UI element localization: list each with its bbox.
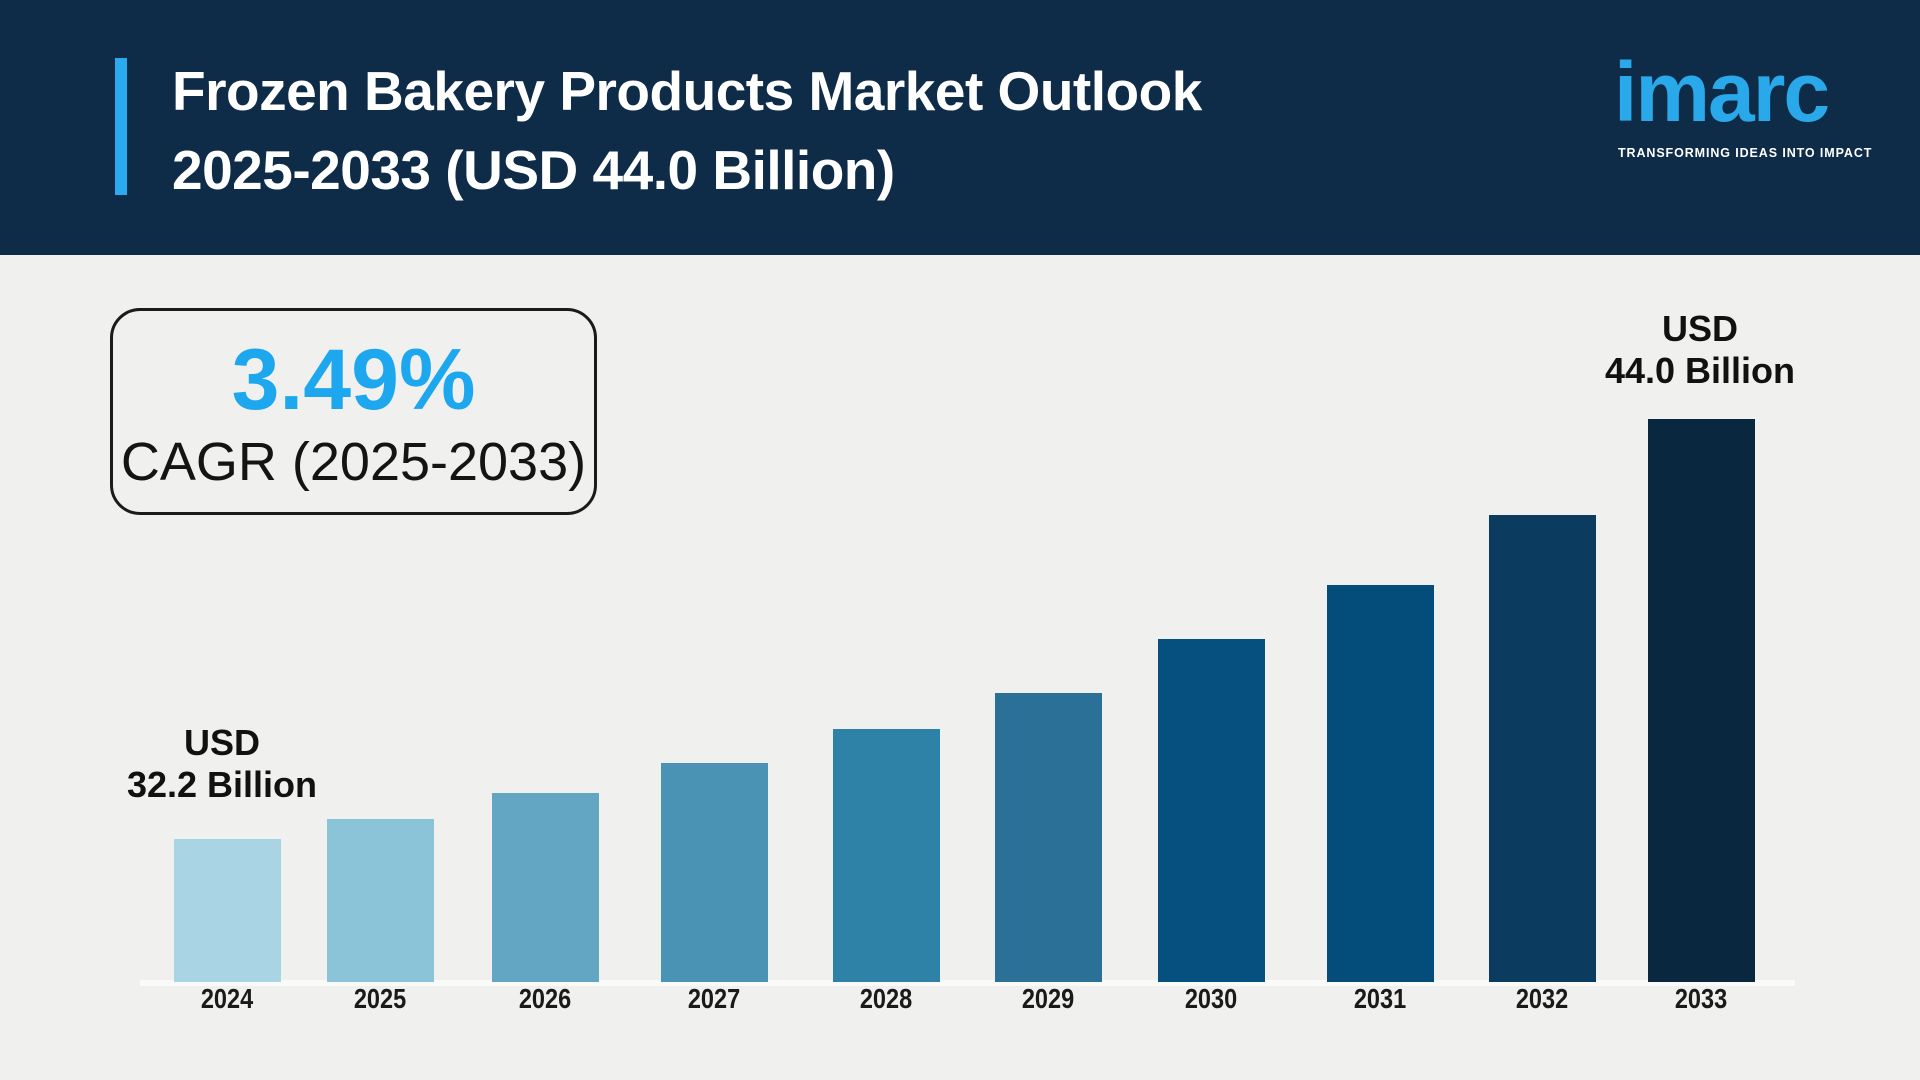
cagr-label: CAGR (2025-2033) <box>120 432 587 492</box>
last-bar-value-label-line1: USD <box>1661 308 1738 349</box>
imarc-logo-wordmark: imarc <box>1614 45 1830 139</box>
first-bar-value-label: USD 32.2 Billion <box>72 722 372 806</box>
year-label-2030: 2030 <box>1184 983 1238 1014</box>
bar-2030 <box>1157 639 1265 982</box>
year-label-2025: 2025 <box>353 983 407 1014</box>
year-label-2031: 2031 <box>1353 983 1407 1014</box>
page-title-line1: Frozen Bakery Products Market Outlook <box>172 60 1202 122</box>
year-label-2033: 2033 <box>1674 983 1728 1014</box>
page-title-line2: 2025-2033 (USD 44.0 Billion) <box>172 139 895 201</box>
year-label-2032: 2032 <box>1515 983 1569 1014</box>
header-banner: Frozen Bakery Products Market Outlook 20… <box>0 0 1920 255</box>
bar-2032 <box>1488 515 1596 982</box>
last-bar-value-label: USD 44.0 Billion <box>1550 308 1850 392</box>
title-accent-bar <box>115 58 127 195</box>
last-bar-value-label-line2: 44.0 Billion <box>1604 350 1796 391</box>
first-bar-value-label-line1: USD <box>183 722 260 763</box>
bar-2024 <box>173 839 281 982</box>
bar-2029 <box>994 693 1102 982</box>
imarc-logo-tagline: TRANSFORMING IDEAS INTO IMPACT <box>1618 146 1873 160</box>
first-bar-value-label-line2: 32.2 Billion <box>126 764 318 805</box>
year-label-2028: 2028 <box>859 983 913 1014</box>
cagr-callout-box: 3.49% CAGR (2025-2033) <box>110 308 597 515</box>
bar-2026 <box>491 793 599 982</box>
bar-2033 <box>1647 419 1755 982</box>
cagr-value: 3.49% <box>231 332 476 428</box>
year-label-2027: 2027 <box>687 983 741 1014</box>
bar-2028 <box>832 729 940 982</box>
bar-2027 <box>660 763 768 982</box>
imarc-logo: imarc TRANSFORMING IDEAS INTO IMPACT <box>1612 40 1882 160</box>
chart-baseline <box>140 980 1795 986</box>
year-label-2026: 2026 <box>518 983 572 1014</box>
page-title: Frozen Bakery Products Market Outlook 20… <box>172 52 1202 210</box>
bar-2025 <box>326 819 434 982</box>
year-label-2024: 2024 <box>200 983 254 1014</box>
year-label-2029: 2029 <box>1021 983 1075 1014</box>
bar-2031 <box>1326 585 1434 982</box>
